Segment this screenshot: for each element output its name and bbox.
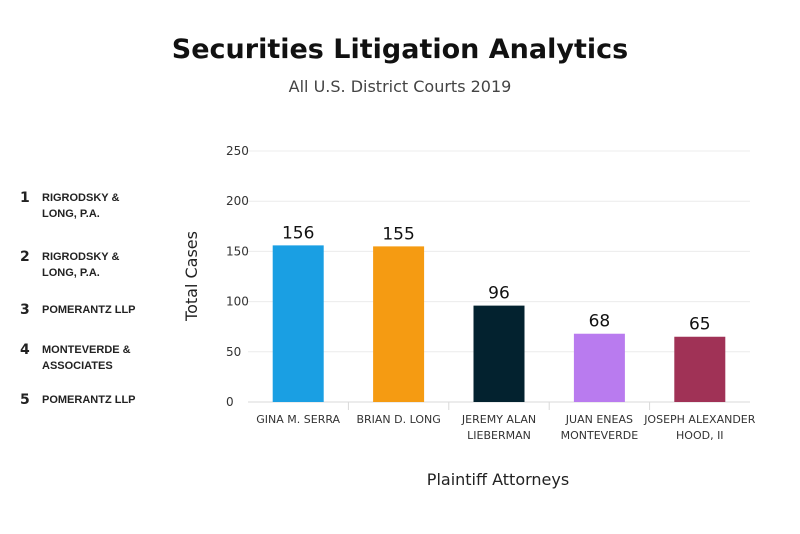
firm-rank: 4	[20, 342, 30, 358]
firm-item: 1 RIGRODSKY & LONG, P.A.	[20, 190, 180, 222]
y-tick-label: 200	[226, 194, 249, 208]
firm-rank: 3	[20, 302, 30, 318]
firm-name: POMERANTZ LLP	[42, 394, 136, 406]
firm-item: 2 RIGRODSKY & LONG, P.A.	[20, 249, 180, 281]
y-axis-title: Total Cases	[182, 231, 201, 322]
firm-name: RIGRODSKY & LONG, P.A.	[42, 251, 120, 279]
firm-rank: 2	[20, 249, 30, 265]
x-axis-ticks: GINA M. SERRA BRIAN D. LONG JEREMY ALAN LIE…	[256, 413, 755, 442]
value-labels: 156 155 96 68 65	[282, 223, 711, 334]
y-tick-label: 150	[226, 244, 249, 258]
chart-title: Securities Litigation Analytics	[171, 34, 629, 65]
y-tick-label: 50	[226, 345, 241, 359]
bar	[573, 333, 625, 402]
firm-name: MONTEVERDE & ASSOCIATES	[42, 344, 131, 372]
value-label: 156	[282, 223, 314, 243]
firm-rank: 1	[20, 190, 30, 206]
firm-item: 4 MONTEVERDE & ASSOCIATES	[20, 342, 180, 374]
x-tick-label: JEREMY ALAN LIEBERMAN	[461, 413, 536, 442]
y-tick-label: 100	[226, 295, 249, 309]
value-label: 96	[488, 284, 510, 304]
y-tick-label: 250	[226, 144, 249, 158]
bar	[674, 336, 726, 402]
x-tick-label: GINA M. SERRA	[256, 413, 340, 426]
x-axis-title: Plaintiff Attorneys	[427, 470, 569, 489]
bar	[473, 305, 525, 402]
x-tick-label: BRIAN D. LONG	[356, 413, 440, 426]
firm-name: RIGRODSKY & LONG, P.A.	[42, 192, 120, 220]
value-label: 65	[689, 315, 711, 335]
bar	[272, 245, 324, 402]
value-label: 68	[589, 312, 611, 332]
bars	[272, 245, 726, 402]
firm-name: POMERANTZ LLP	[42, 304, 136, 316]
value-label: 155	[382, 224, 414, 244]
firm-item: 3 POMERANTZ LLP	[20, 302, 180, 318]
x-tick-label: JUAN ENEAS MONTEVERDE	[561, 413, 639, 442]
chart-subtitle: All U.S. District Courts 2019	[288, 77, 512, 96]
x-tick-label: JOSEPH ALEXANDER HOOD, II	[643, 413, 756, 442]
y-tick-label: 0	[226, 395, 234, 409]
firm-rank: 5	[20, 392, 30, 408]
y-axis-ticks: 0 50 100 150 200 250	[226, 144, 249, 409]
firm-item: 5 POMERANTZ LLP	[20, 392, 180, 408]
bar	[373, 246, 425, 402]
